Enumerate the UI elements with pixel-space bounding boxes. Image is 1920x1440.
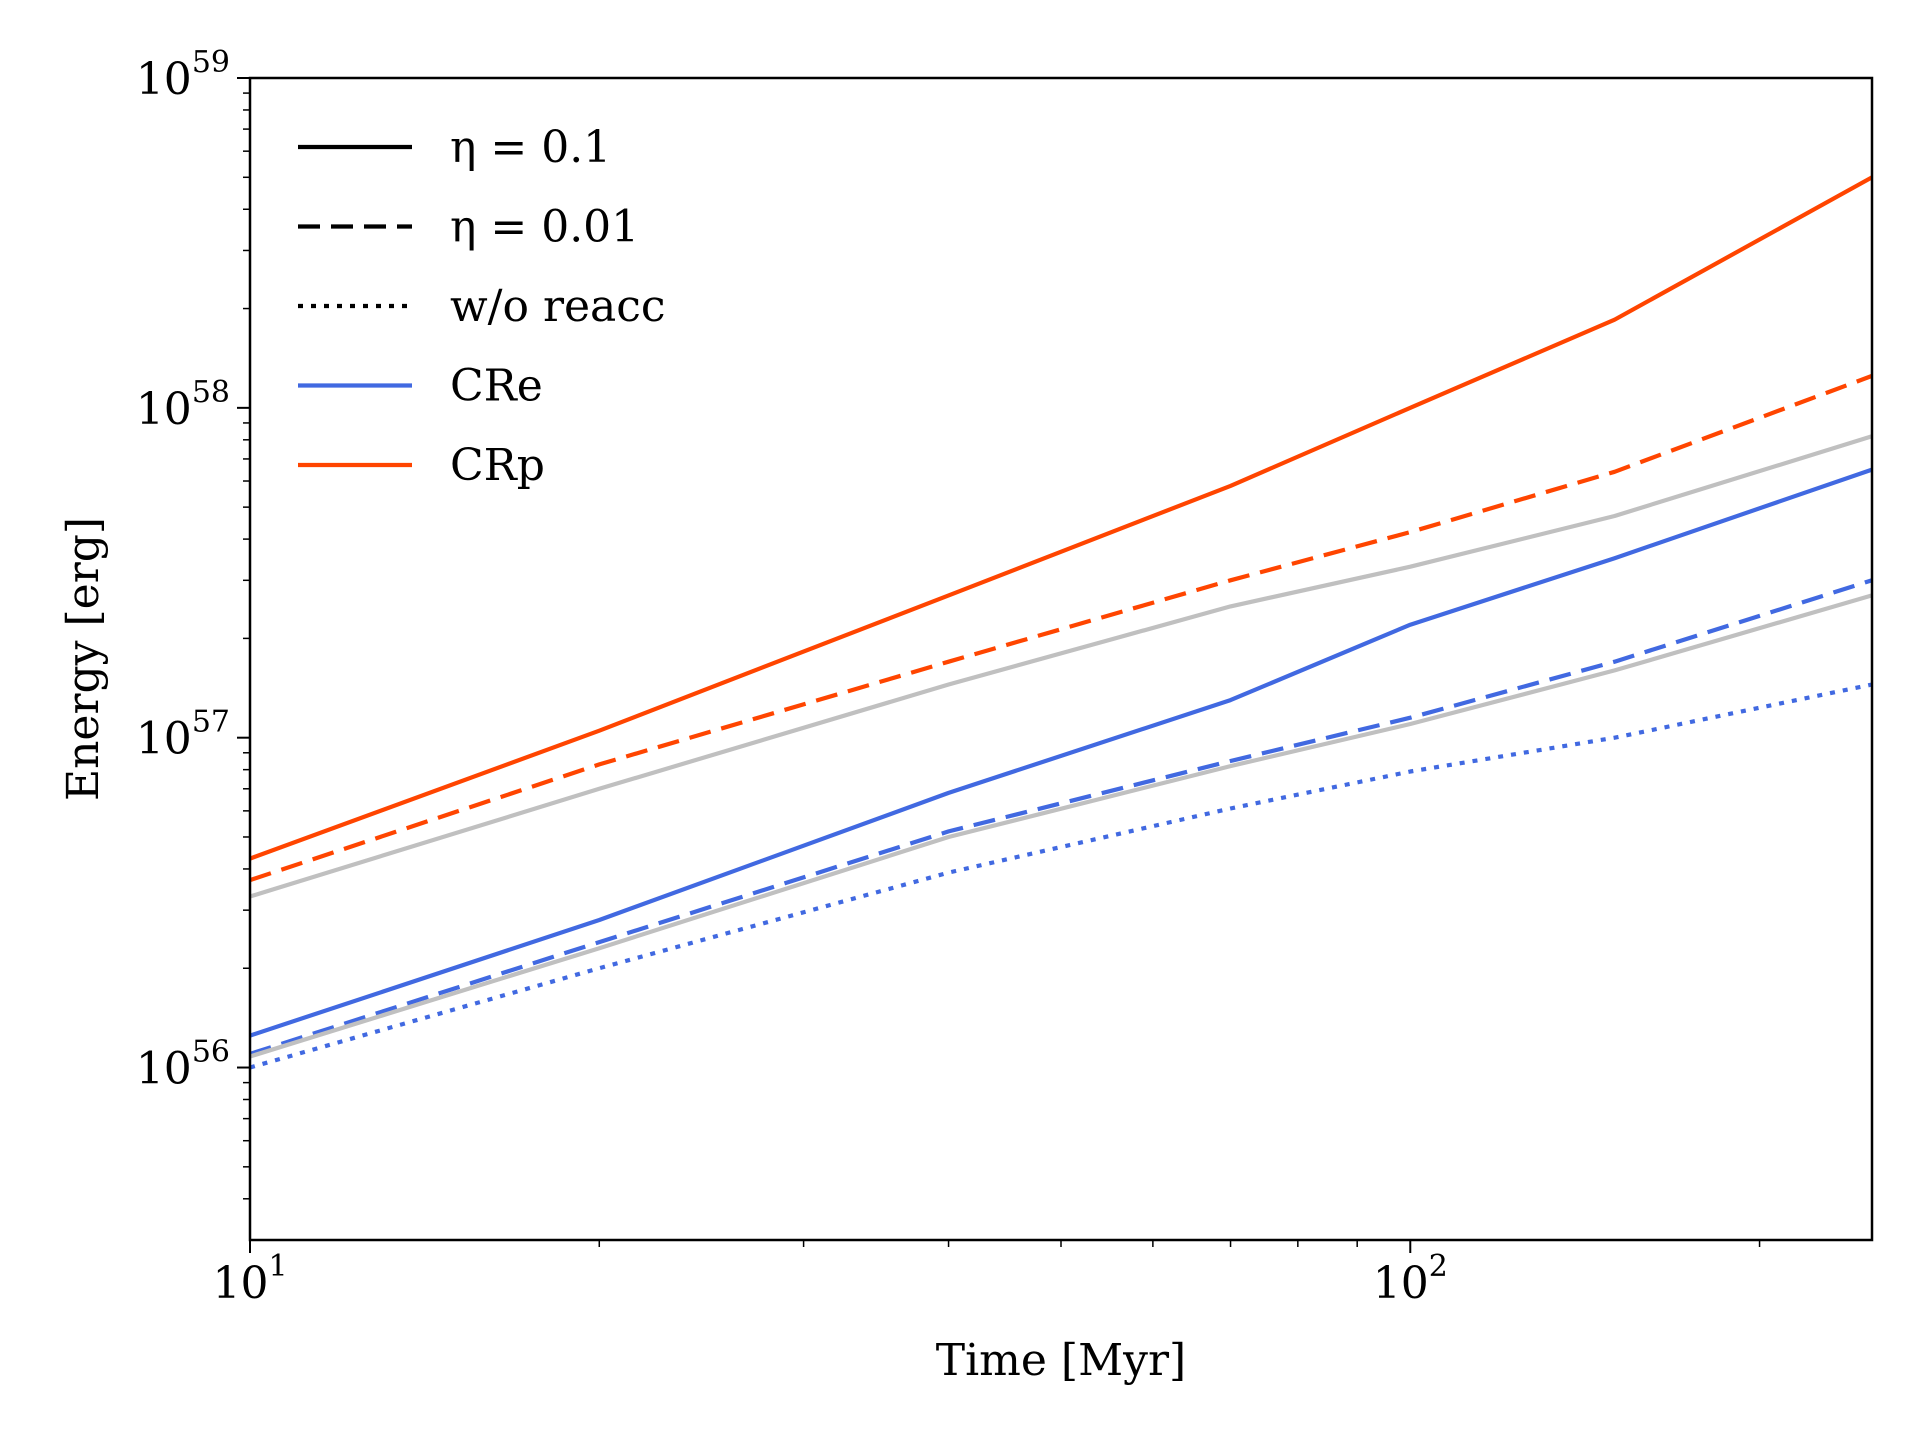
y-tick-label: 1059: [136, 45, 230, 105]
y-tick-label: 1058: [136, 375, 230, 435]
x-axis-label: Time [Myr]: [936, 1335, 1186, 1386]
series-line-2: [249, 434, 1873, 899]
series-line-4: [249, 578, 1873, 1056]
plot-frame: [248, 76, 1874, 1242]
y-tick-label: 1057: [136, 705, 230, 765]
legend-label-3: CRe: [450, 361, 543, 412]
series-line-0: [249, 175, 1874, 861]
series-line-6: [249, 682, 1873, 1070]
y-tick-label: 1056: [136, 1035, 230, 1095]
series-line-3: [249, 467, 1873, 1038]
x-tick-label: 102: [1373, 1249, 1448, 1309]
y-axis-label: Energy [erg]: [58, 517, 109, 801]
series-line-1: [249, 373, 1873, 883]
x-tick-label: 101: [212, 1249, 287, 1309]
legend-label-4: CRp: [450, 440, 545, 491]
series-line-5: [249, 593, 1873, 1059]
legend-label-0: η = 0.1: [450, 122, 611, 173]
legend: η = 0.1 η = 0.01 w/o reacc CRe CRp: [298, 122, 666, 491]
ticks-layer: 1056 1057 1058 1059 101 102: [136, 45, 1761, 1309]
legend-label-1: η = 0.01: [450, 202, 639, 253]
series-layer: [249, 175, 1874, 1070]
legend-label-2: w/o reacc: [450, 281, 666, 332]
